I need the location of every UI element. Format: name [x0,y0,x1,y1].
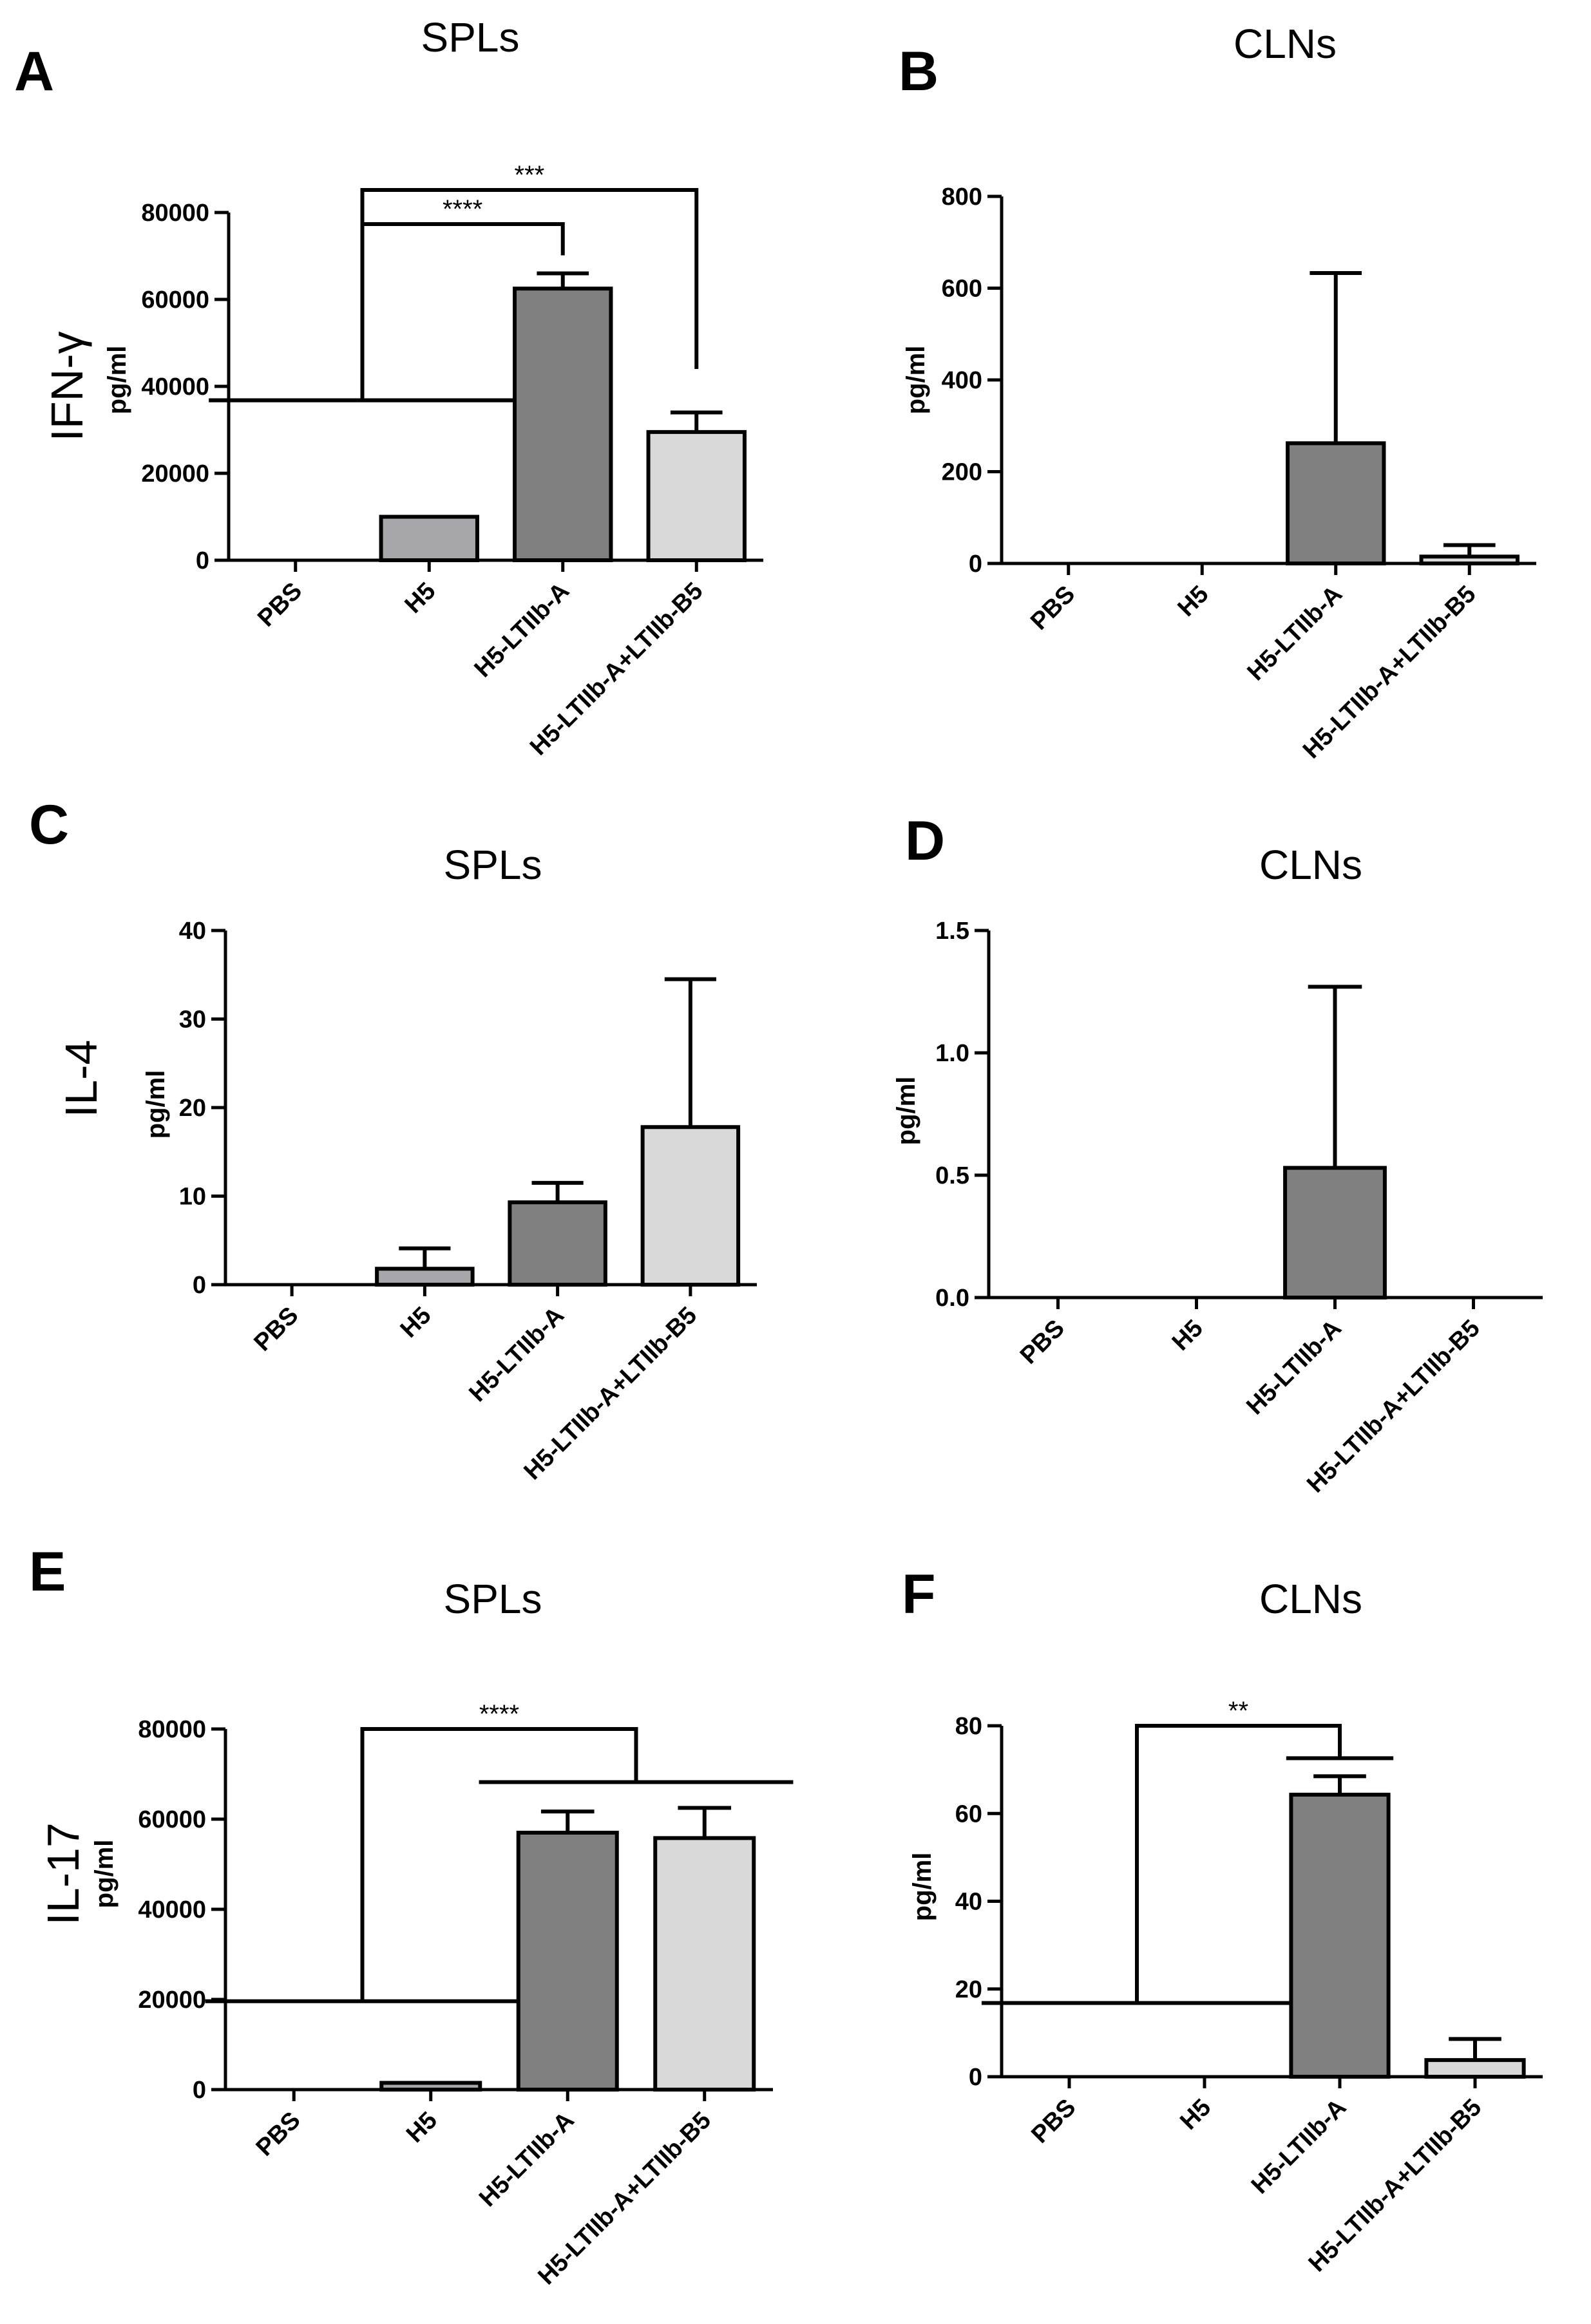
y-tick-label: 0.5 [935,1162,969,1189]
y-axis-label: pg/ml [142,1070,170,1139]
panel-letter: D [905,810,945,872]
y-tick-label: 60 [955,1800,982,1828]
y-tick-label: 1.0 [935,1040,969,1067]
bar [640,1125,741,1287]
y-tick-label: 0 [196,547,209,574]
significance-label: **** [479,1700,519,1728]
y-tick-label: 20000 [138,1987,206,2014]
significance-bracket: **** [209,195,565,402]
row-label-ifn: IFN-γ [42,331,92,441]
bar [646,430,747,562]
y-tick-label: 40 [179,918,206,945]
panel-letter: C [29,794,69,856]
y-tick-label: 30 [179,1006,206,1034]
y-axis-label: pg/ml [902,346,930,415]
panel-letter: A [14,41,54,102]
y-tick-label: 0.0 [935,1285,969,1312]
panel-e: E SPLs pg/ml 0 20000 40000 60000 80000 PBS H5 H5-L… [29,1541,794,2290]
y-tick-label: 40000 [138,1896,206,1923]
y-tick-label: 400 [942,367,982,394]
panel-title: CLNs [1234,21,1337,67]
y-axis-label: pg/ml [892,1077,920,1146]
category-label: PBS [1025,581,1080,636]
category-label: PBS [249,1302,304,1357]
y-axis-label: pg/ml [908,1853,937,1922]
y-tick-label: 80000 [138,1716,206,1743]
category-label: PBS [252,578,307,632]
significance-bracket: *** [209,161,699,402]
bar [379,2081,482,2092]
significance-label: *** [515,161,545,189]
y-tick-label: 10 [179,1184,206,1211]
y-tick-label: 600 [942,276,982,303]
y-tick-label: 0 [193,2077,206,2104]
y-tick-label: 80 [955,1713,982,1740]
category-label: PBS [1015,1315,1070,1370]
panel-title: SPLs [444,842,542,888]
y-tick-label: 40 [955,1889,982,1916]
y-tick-label: 60000 [141,287,209,314]
y-tick-label: 800 [942,184,982,211]
bar [379,515,479,562]
y-tick-label: 1.5 [935,918,969,945]
y-tick-label: 60000 [138,1806,206,1833]
bar [508,1200,607,1287]
category-label: H5 [1175,2094,1216,2135]
significance-label: ** [1228,1697,1248,1725]
bar [653,1836,756,2092]
y-tick-label: 20000 [141,460,209,487]
y-axis-label: pg/ml [103,346,131,415]
significance-bracket: **** [205,1700,794,2003]
y-tick-label: 40000 [141,373,209,401]
category-label: H5 [400,578,441,619]
category-label: PBS [251,2107,306,2162]
panel-title: SPLs [444,1576,542,1622]
panel-letter: B [899,41,938,102]
category-label: H5-LTIIb-A [1246,2094,1352,2200]
category-label: H5-LTIIb-A [474,2107,580,2213]
y-tick-label: 0 [969,2064,982,2091]
category-label: H5 [1167,1315,1208,1356]
bar [1419,554,1520,565]
significance-bracket: ** [981,1697,1394,2005]
bar [1286,441,1386,566]
panel-a: A SPLs pg/ml 0 20000 40000 60000 80000 PBS H5 H5-L… [14,14,763,760]
category-label: PBS [1026,2094,1081,2149]
category-label: H5 [401,2107,443,2148]
category-label: H5-LTIIb-A [464,1302,569,1408]
bar [1424,2058,1526,2079]
bar [1283,1166,1387,1299]
bar [1289,1792,1391,2079]
y-tick-label: 20 [955,1976,982,2003]
category-label: H5-LTIIb-A [470,578,575,683]
category-label: H5 [395,1302,437,1343]
y-tick-label: 200 [942,459,982,486]
panel-title: CLNs [1259,842,1362,888]
panel-title: SPLs [421,14,520,61]
y-tick-label: 20 [179,1095,206,1122]
bar [375,1267,475,1287]
category-label: H5 [1173,581,1214,622]
panel-letter: F [902,1564,936,1625]
bar [516,1831,619,2092]
y-tick-label: 0 [193,1272,206,1299]
y-tick-label: 80000 [141,200,209,227]
bar [513,287,613,562]
panel-letter: E [29,1541,66,1603]
row-label-il4: IL-4 [56,1040,106,1118]
panel-title: CLNs [1259,1576,1362,1622]
significance-label: **** [443,195,482,223]
category-label: H5-LTIIb-A [1243,581,1348,686]
y-tick-label: 0 [969,551,982,578]
y-axis-label: pg/ml [90,1840,119,1909]
row-label-il17: IL-17 [38,1822,88,1925]
category-label: H5-LTIIb-A [1241,1315,1347,1421]
